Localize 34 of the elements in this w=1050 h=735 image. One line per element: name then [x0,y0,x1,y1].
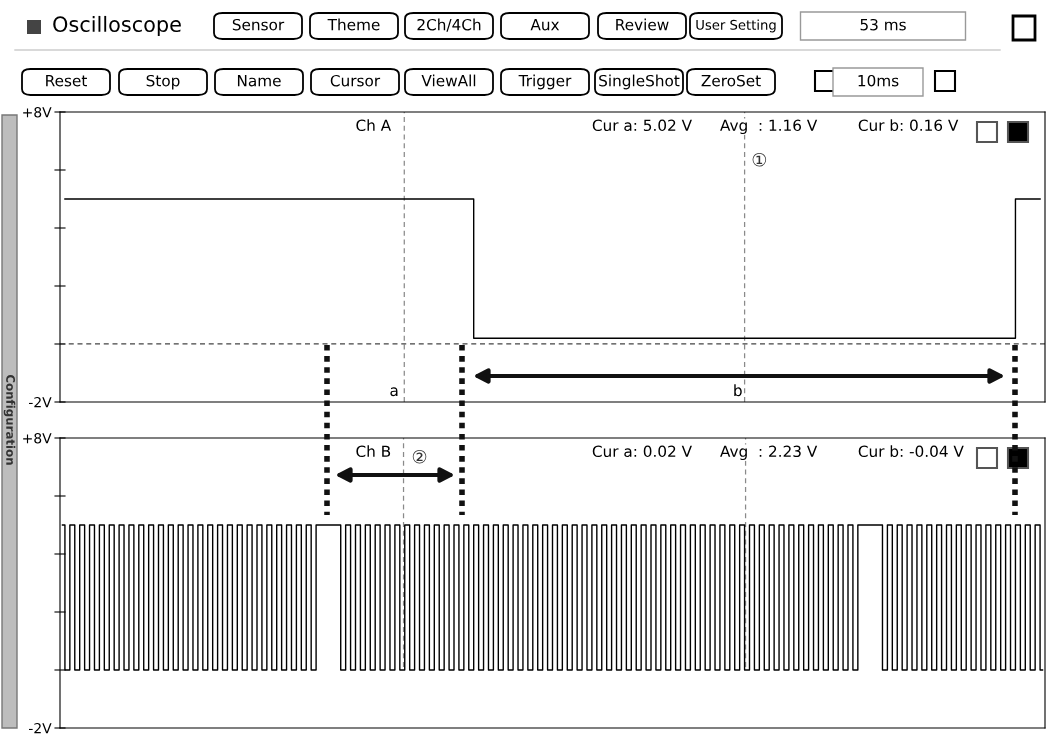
annotation: Avg : 1.16 V [720,119,818,135]
text: Ch B [356,445,391,458]
text: 53 ms [860,18,906,31]
text: Review [616,18,669,31]
text: Configuration [3,374,16,465]
y-tick-label: -2V [29,722,52,734]
text: Sensor [232,18,285,31]
annotation: b [734,384,742,397]
annotation: Cur a: 0.02 V [592,445,692,458]
text: Oscilloscope [53,15,181,37]
text: Ch A [356,119,392,132]
annotation: Cur a: 5.02 V [592,119,692,132]
annotation: ① [752,152,767,167]
annotation: Cur b: -0.04 V [858,445,964,458]
text: ZeroSet [701,74,761,87]
text: Name [237,75,281,87]
y-tick-label: +8V [23,432,52,444]
text: Reset [46,75,87,87]
text: ViewAll [421,74,476,87]
annotation: Cur b: 0.16 V [858,119,959,132]
text: Trigger [518,74,572,90]
text: 10ms [858,74,899,87]
text: 2Ch/4Ch [417,18,481,32]
annotation: Avg : 2.23 V [720,445,818,461]
y-tick-label: +8V [23,106,52,118]
text: SingleShot [599,74,680,90]
annotation: a [390,387,398,397]
text: Aux [530,19,560,31]
text: Stop [146,74,180,90]
text: Theme [327,18,380,31]
text: Cursor [330,74,381,87]
text: User Setting [696,19,776,33]
y-tick-label: -2V [29,396,52,408]
annotation: ② [412,449,427,464]
